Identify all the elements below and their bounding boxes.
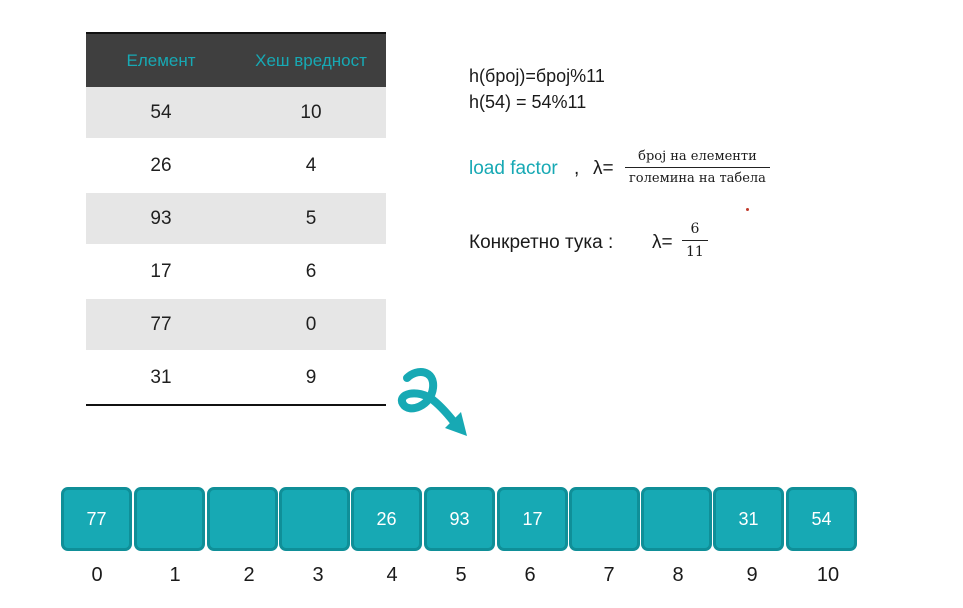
row-element: 77	[150, 313, 172, 335]
slot-index: 0	[91, 564, 103, 586]
concrete-fraction-bar	[682, 240, 708, 241]
slot-index: 4	[386, 564, 398, 586]
concrete-numerator: 6	[690, 221, 700, 237]
hash-slot: 77	[61, 487, 132, 551]
curly-arrow-icon	[398, 368, 467, 436]
table-row: 54 10	[86, 87, 386, 138]
hash-example-formula: h(54) = 54%11	[469, 92, 587, 112]
row-hash: 6	[305, 260, 317, 282]
hash-slot: 26	[351, 487, 422, 551]
fraction-denominator: големина на табела	[629, 171, 766, 186]
hash-slot	[207, 487, 278, 551]
slot-index: 6	[524, 564, 536, 586]
row-element: 26	[150, 154, 172, 176]
hash-function-formula: h(број)=број%11	[469, 66, 605, 86]
hash-slot	[279, 487, 350, 551]
row-element: 31	[150, 366, 172, 388]
slot-index: 8	[672, 564, 684, 586]
hash-slot: 17	[497, 487, 568, 551]
table-row: 17 6	[86, 246, 386, 297]
slot-index: 2	[243, 564, 255, 586]
hash-slot	[134, 487, 205, 551]
hash-slot: 93	[424, 487, 495, 551]
hash-slot: 31	[713, 487, 784, 551]
table-header: Елемент Хеш вредност	[86, 32, 386, 87]
table-row: 77 0	[86, 299, 386, 350]
load-factor-label: load factor	[469, 158, 558, 179]
row-element: 17	[150, 260, 172, 282]
fraction-bar	[625, 167, 770, 168]
hash-slot	[641, 487, 712, 551]
concrete-label: Конкретно тука :	[469, 232, 614, 253]
header-element: Елемент	[126, 50, 196, 70]
row-hash: 9	[305, 366, 317, 388]
table-bottom-rule	[86, 404, 386, 406]
table-row: 93 5	[86, 193, 386, 244]
row-hash: 5	[305, 207, 317, 229]
slot-index: 10	[816, 564, 840, 586]
slot-index: 5	[455, 564, 467, 586]
concrete-lambda-equals: λ=	[652, 232, 673, 253]
stray-dot	[746, 208, 749, 211]
table-row: 26 4	[86, 140, 386, 191]
table-row: 31 9	[86, 352, 386, 403]
concrete-fraction: 6 11	[682, 221, 708, 260]
lambda-equals: λ=	[593, 158, 614, 179]
fraction-numerator: број на елементи	[638, 149, 757, 164]
row-hash: 10	[300, 101, 322, 123]
element-hash-table: Елемент Хеш вредност 54 10 26 4 93 5 17 …	[86, 32, 386, 406]
row-element: 93	[150, 207, 172, 229]
concrete-denominator: 11	[686, 244, 704, 260]
slot-index: 7	[603, 564, 615, 586]
row-hash: 0	[305, 313, 317, 335]
slot-index: 9	[746, 564, 758, 586]
hash-slot: 54	[786, 487, 857, 551]
slot-index: 1	[169, 564, 181, 586]
header-hash-value: Хеш вредност	[255, 50, 367, 70]
load-factor-fraction: број на елементи големина на табела	[625, 149, 770, 186]
slot-index: 3	[312, 564, 324, 586]
load-factor-comma: ,	[574, 158, 580, 179]
hash-slot	[569, 487, 640, 551]
row-element: 54	[150, 101, 172, 123]
row-hash: 4	[305, 154, 317, 176]
